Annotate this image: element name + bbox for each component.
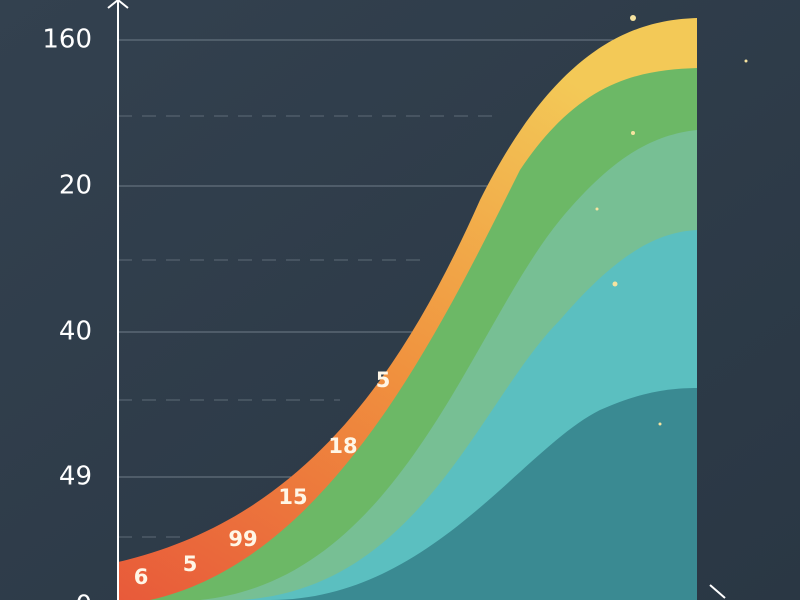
data-label: 15 [278,485,307,509]
axis-label: 0 [75,591,92,600]
data-label: 5 [376,368,391,392]
sparkle [744,59,748,63]
axis-label: 49 [59,462,92,492]
axis-label: 20 [59,171,92,201]
axis-label: 160 [42,25,92,55]
data-label: 18 [328,434,357,458]
axis-arrow [107,0,129,9]
sparkle [595,207,599,211]
area-teal [270,388,697,600]
data-label: 5 [183,552,198,576]
sparkles [595,15,748,426]
sparkle [612,281,618,287]
axis-arrow [709,584,726,599]
sparkle [630,15,636,21]
sparkle [658,422,662,426]
axis-label: 40 [59,317,92,347]
data-label: 99 [228,527,257,551]
data-label: 6 [134,565,149,589]
sparkle [631,131,635,135]
